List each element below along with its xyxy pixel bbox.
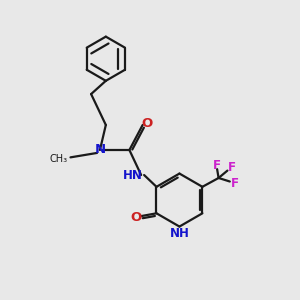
Text: O: O <box>142 117 153 130</box>
Text: NH: NH <box>169 226 189 239</box>
Text: F: F <box>213 159 221 172</box>
Text: F: F <box>231 177 239 190</box>
Text: HN: HN <box>123 169 143 182</box>
Text: N: N <box>94 143 106 157</box>
Text: CH₃: CH₃ <box>50 154 68 164</box>
Text: O: O <box>130 211 141 224</box>
Text: F: F <box>228 161 236 174</box>
